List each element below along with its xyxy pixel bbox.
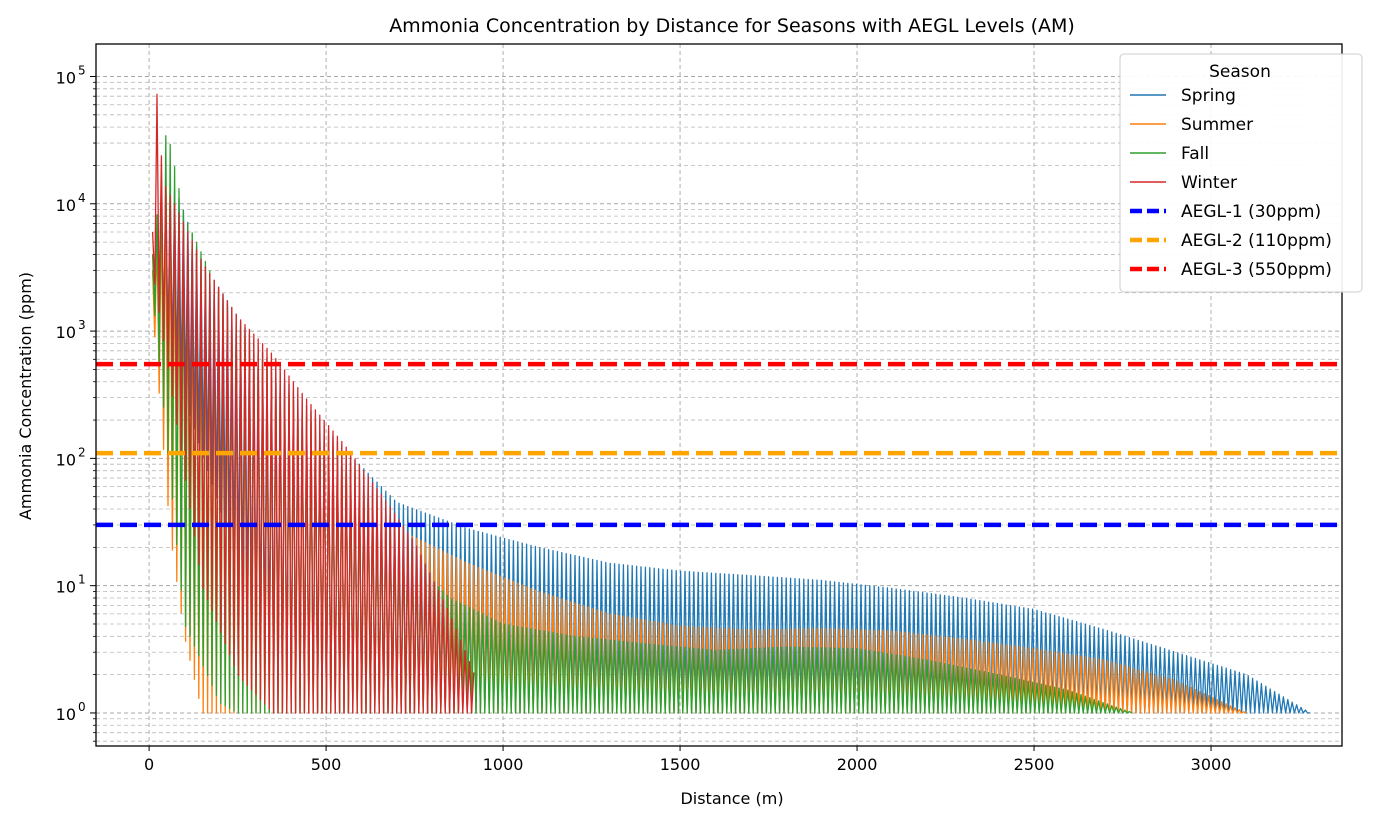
y-tick-exponent: 1 [78,573,86,587]
legend-title: Season [1209,62,1271,82]
y-axis-label: Ammonia Concentration (ppm) [16,272,35,520]
legend-box [1119,53,1363,293]
x-tick-label: 500 [311,755,342,774]
legend-label-summer: Summer [1181,115,1253,135]
y-tick-label: 10 [56,68,76,87]
x-tick-label: 1000 [483,755,524,774]
y-tick-exponent: 4 [78,191,86,205]
x-tick-label: 2500 [1014,755,1055,774]
x-tick-label: 3000 [1191,755,1232,774]
y-tick-label: 10 [56,705,76,724]
y-tick-label: 10 [56,323,76,342]
y-tick-exponent: 2 [78,445,86,459]
legend: Season Spring Summer Fall Winter AEGL-1 (30p… [1119,53,1363,293]
x-tick-label: 1500 [660,755,701,774]
y-tick-exponent: 5 [78,63,86,77]
x-tick-label: 2000 [837,755,878,774]
x-tick-label: 0 [144,755,154,774]
y-tick-label: 10 [56,578,76,597]
legend-label-aegl-2-110ppm: AEGL-2 (110ppm) [1181,231,1332,251]
legend-label-aegl-3-550ppm: AEGL-3 (550ppm) [1181,260,1332,280]
legend-label-winter: Winter [1181,173,1237,193]
y-tick-exponent: 3 [78,318,86,332]
plot-frame [95,43,1343,747]
x-axis-label: Distance (m) [680,789,783,808]
series-line-winter [151,93,475,714]
y-tick-label: 10 [56,450,76,469]
y-tick-label: 10 [56,196,76,215]
legend-label-aegl-1-30ppm: AEGL-1 (30ppm) [1181,202,1321,222]
y-tick-exponent: 0 [78,700,86,714]
legend-items: Spring Summer Fall Winter AEGL-1 (30ppm) AEGL… [1130,86,1332,280]
x-axis-ticks: 0 500 1000 1500 2000 2500 3000 [144,746,1231,774]
aegl-lines [96,361,1342,528]
legend-label-fall: Fall [1181,144,1209,164]
plot-series [151,93,1310,714]
legend-label-spring: Spring [1181,86,1236,106]
chart-title: Ammonia Concentration by Distance for Se… [389,15,1075,37]
